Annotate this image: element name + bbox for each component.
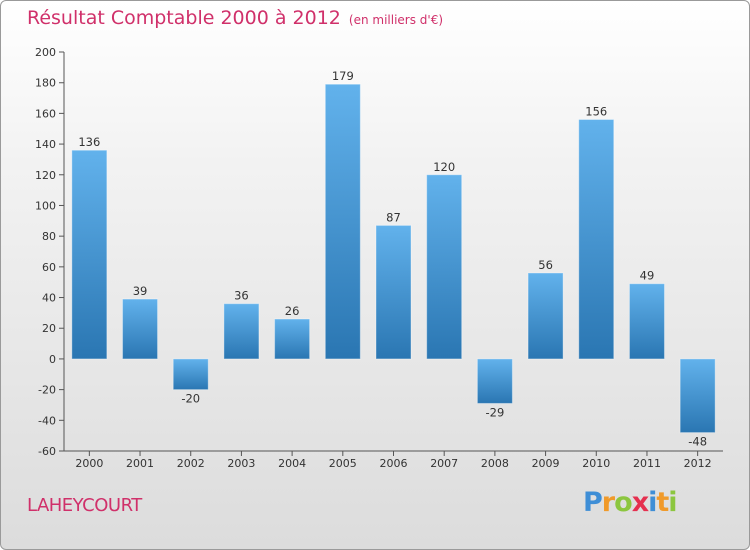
data-label: 120 (433, 160, 455, 174)
bar (274, 319, 310, 359)
data-label: 26 (285, 304, 300, 318)
axes: -60 -40 -20 0 20 40 60 80 100 120 140 160 180 200 2000… (35, 46, 723, 470)
x-tick-label: 2002 (177, 457, 205, 470)
y-tick-label: 140 (35, 138, 56, 151)
bar (71, 150, 107, 359)
bar-outline (426, 174, 463, 360)
x-tick-label: 2011 (633, 457, 661, 470)
bar (223, 303, 259, 359)
commune-name: LAHEYCOURT (27, 495, 142, 516)
bar (528, 272, 564, 359)
y-tick-label: 180 (35, 77, 56, 90)
y-tick-label: -20 (38, 384, 56, 397)
y-tick-label: 80 (42, 230, 56, 243)
bar (325, 84, 361, 359)
y-tick-label: 120 (35, 169, 56, 182)
x-tick-label: 2005 (329, 457, 357, 470)
x-tick-label: 2001 (126, 457, 154, 470)
value-labels: 136 39 -20 36 26 179 87 120 -29 56 156 49 -48 (78, 69, 707, 448)
x-tick-label: 2004 (278, 457, 306, 470)
data-label: 39 (133, 284, 148, 298)
y-tick-label: 0 (49, 353, 56, 366)
data-label: -48 (688, 435, 707, 449)
logo-letter: i (648, 487, 657, 518)
bar-outline (71, 149, 108, 360)
y-tick-label: -60 (38, 445, 56, 458)
chart-title: Résultat Comptable 2000 à 2012 (en millie… (27, 7, 443, 29)
bar (426, 174, 462, 359)
x-tick-label: 2003 (227, 457, 255, 470)
bar-outline (324, 83, 361, 360)
logo-letter: r (601, 487, 615, 518)
bar (680, 358, 716, 433)
data-label: 49 (640, 269, 655, 283)
proxiti-logo: Proxiti (583, 487, 678, 518)
data-label: -20 (181, 392, 200, 406)
bar-outline (172, 358, 209, 391)
bar-outline (274, 318, 311, 360)
y-tick-label: 100 (35, 199, 56, 212)
logo-letter: x (631, 487, 649, 518)
bar (578, 119, 614, 359)
title-text: Résultat Comptable 2000 à 2012 (27, 7, 341, 29)
bar-outline (375, 224, 412, 360)
data-label: 36 (234, 289, 249, 303)
data-label: 136 (78, 135, 100, 149)
y-tick-label: 40 (42, 292, 56, 305)
y-tick-label: 20 (42, 322, 56, 335)
data-label: 56 (538, 258, 553, 272)
y-tick-label: 160 (35, 107, 56, 120)
bars (71, 83, 716, 434)
y-tick-label: 200 (35, 46, 56, 59)
x-tick-label: 2010 (582, 457, 610, 470)
bar-outline (476, 358, 513, 404)
bar-outline (122, 298, 159, 360)
bar-outline (223, 303, 260, 360)
logo-letter: t (656, 487, 669, 518)
data-label: 87 (386, 210, 401, 224)
bar-outline (527, 272, 564, 360)
x-tick-label: 2012 (684, 457, 712, 470)
bar (477, 358, 513, 404)
data-label: 156 (585, 105, 607, 119)
x-tick-label: 2006 (380, 457, 408, 470)
logo-letter: o (614, 487, 633, 518)
data-label: 179 (332, 69, 354, 83)
x-tick-label: 2007 (430, 457, 458, 470)
bar (629, 283, 665, 359)
data-label: -29 (485, 405, 504, 419)
logo-letter: i (668, 487, 677, 518)
chart-subtitle: (en milliers d'€) (348, 13, 444, 27)
x-tick-label: 2009 (532, 457, 560, 470)
logo-letter: P (583, 487, 603, 518)
bar-outline (628, 283, 665, 360)
y-tick-label: 60 (42, 261, 56, 274)
x-tick-label: 2000 (75, 457, 103, 470)
y-tick-label: -40 (38, 414, 56, 427)
bar (376, 225, 411, 359)
bar-outline (679, 358, 716, 434)
bar (173, 358, 209, 390)
bar-outline (578, 119, 615, 360)
bar (122, 299, 158, 359)
x-tick-label: 2008 (481, 457, 509, 470)
